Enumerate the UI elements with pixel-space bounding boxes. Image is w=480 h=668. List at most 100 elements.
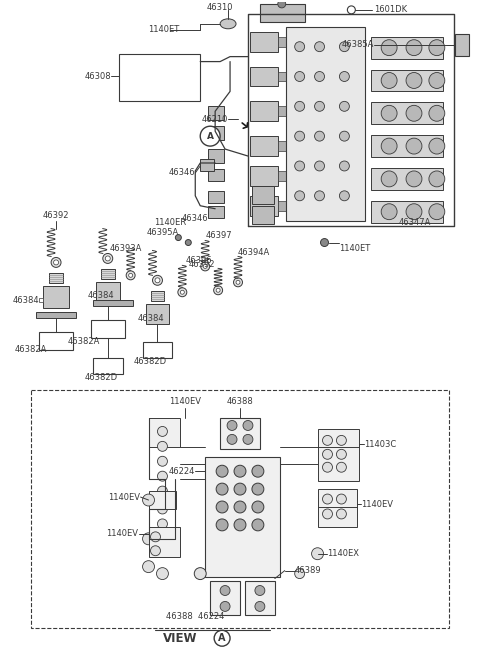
Circle shape	[54, 260, 59, 265]
Bar	[200, 159, 214, 171]
Circle shape	[157, 519, 168, 529]
Circle shape	[175, 234, 181, 240]
Circle shape	[151, 532, 160, 542]
Circle shape	[143, 533, 155, 545]
Circle shape	[157, 442, 168, 452]
Circle shape	[214, 286, 223, 295]
Circle shape	[151, 546, 160, 556]
Circle shape	[243, 420, 253, 430]
Bar	[101, 269, 115, 279]
Circle shape	[143, 560, 155, 572]
Circle shape	[295, 191, 305, 201]
Circle shape	[406, 171, 422, 187]
Text: 46210: 46210	[202, 115, 228, 124]
Text: 1601DK: 1601DK	[374, 5, 408, 15]
Circle shape	[295, 568, 305, 578]
Bar	[49, 273, 63, 283]
Circle shape	[381, 39, 397, 55]
Text: 46388: 46388	[227, 397, 253, 406]
Circle shape	[381, 138, 397, 154]
Circle shape	[323, 462, 333, 472]
Circle shape	[312, 548, 324, 560]
Circle shape	[406, 39, 422, 55]
Circle shape	[203, 265, 207, 269]
Bar	[43, 287, 69, 308]
Circle shape	[234, 483, 246, 495]
Circle shape	[216, 501, 228, 513]
Bar	[210, 580, 240, 615]
Text: 46389: 46389	[295, 566, 321, 575]
Text: 46382A: 46382A	[15, 345, 48, 355]
Circle shape	[252, 483, 264, 495]
Bar	[91, 320, 125, 338]
Circle shape	[295, 131, 305, 141]
Text: 1140EV: 1140EV	[107, 529, 139, 538]
Circle shape	[194, 568, 206, 580]
Circle shape	[314, 191, 324, 201]
Bar	[250, 67, 278, 86]
Circle shape	[255, 601, 265, 611]
Bar	[39, 298, 43, 302]
Bar	[148, 418, 180, 448]
Circle shape	[381, 106, 397, 121]
Text: 46393A: 46393A	[109, 244, 142, 253]
Circle shape	[381, 73, 397, 88]
Bar	[371, 69, 443, 92]
Circle shape	[348, 6, 355, 14]
Circle shape	[314, 131, 324, 141]
Bar	[278, 171, 286, 181]
Text: 46308: 46308	[84, 72, 111, 81]
Circle shape	[406, 73, 422, 88]
Text: 46224: 46224	[169, 467, 195, 476]
Bar	[371, 168, 443, 190]
Circle shape	[201, 262, 210, 271]
Circle shape	[234, 278, 242, 287]
Bar	[36, 312, 76, 318]
Circle shape	[157, 504, 168, 514]
Bar	[245, 580, 275, 615]
Bar	[455, 34, 468, 55]
Circle shape	[429, 204, 445, 220]
Circle shape	[227, 434, 237, 444]
Circle shape	[336, 462, 347, 472]
Text: 46396: 46396	[185, 256, 212, 265]
Bar	[278, 106, 286, 116]
Text: 1140EV: 1140EV	[169, 397, 201, 406]
Bar	[286, 27, 365, 220]
Circle shape	[216, 289, 220, 292]
Circle shape	[227, 420, 237, 430]
Bar	[250, 102, 278, 121]
Bar	[278, 201, 286, 210]
Circle shape	[51, 257, 61, 267]
Circle shape	[216, 465, 228, 477]
Circle shape	[200, 126, 220, 146]
Bar	[39, 332, 73, 350]
Circle shape	[429, 73, 445, 88]
Bar	[371, 135, 443, 157]
Bar	[148, 527, 180, 556]
Bar	[208, 106, 224, 120]
Circle shape	[323, 436, 333, 446]
Circle shape	[126, 271, 135, 280]
Bar	[93, 358, 123, 374]
Text: 46310: 46310	[207, 3, 233, 13]
Text: VIEW: VIEW	[163, 632, 198, 645]
Circle shape	[105, 256, 110, 261]
Bar	[278, 37, 286, 47]
Bar	[208, 126, 224, 140]
Circle shape	[339, 41, 349, 51]
Circle shape	[295, 102, 305, 112]
Circle shape	[156, 568, 168, 580]
Circle shape	[295, 41, 305, 51]
Bar	[148, 491, 176, 509]
Bar	[143, 342, 172, 358]
Text: 11403C: 11403C	[364, 440, 396, 449]
Circle shape	[323, 450, 333, 460]
Circle shape	[339, 191, 349, 201]
Text: 1140ET: 1140ET	[339, 244, 371, 253]
Circle shape	[180, 291, 184, 294]
Bar	[252, 206, 274, 224]
Circle shape	[252, 465, 264, 477]
Circle shape	[339, 131, 349, 141]
Bar	[205, 458, 280, 576]
